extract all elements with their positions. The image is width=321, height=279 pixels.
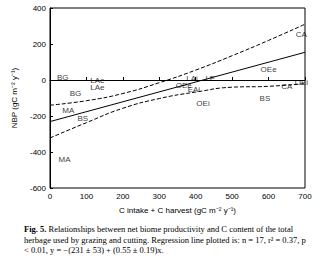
svg-text:BG: BG: [70, 89, 82, 98]
svg-text:OEe: OEe: [175, 80, 192, 90]
html-text:Fig. 5. Relationships between: Fig. 5. Relationships between net biome …: [24, 224, 306, 255]
svg-text:400: 400: [33, 4, 47, 13]
svg-text:600: 600: [262, 192, 276, 201]
svg-text:100: 100: [80, 192, 94, 201]
svg-text:LAe: LAe: [90, 76, 105, 86]
svg-text:700: 700: [298, 192, 312, 201]
svg-text:LAi: LAi: [186, 73, 198, 83]
svg-text:-400: -400: [30, 148, 47, 157]
svg-text:300: 300: [153, 192, 167, 201]
svg-text:-200: -200: [30, 112, 47, 121]
svg-text:MA: MA: [59, 155, 72, 164]
svg-text:EAi: EAi: [187, 85, 201, 95]
svg-text:OEi: OEi: [196, 99, 210, 108]
svg-text:CA: CA: [296, 30, 308, 39]
svg-text:C intake + C harvest (gC m⁻² y: C intake + C harvest (gC m⁻² y⁻¹): [119, 206, 236, 215]
svg-text:BS: BS: [260, 94, 271, 103]
svg-text:LAe: LAe: [90, 83, 105, 92]
svg-text:200: 200: [33, 40, 47, 49]
svg-text:200: 200: [116, 192, 130, 201]
svg-text:BS: BS: [77, 114, 88, 123]
svg-text:0: 0: [42, 76, 47, 85]
svg-text:MA: MA: [62, 106, 75, 115]
svg-text:0: 0: [48, 192, 53, 201]
svg-text:BG: BG: [57, 73, 69, 82]
svg-text:NBP (gC m⁻² y⁻¹): NBP (gC m⁻² y⁻¹): [10, 67, 19, 128]
svg-text:500: 500: [225, 192, 239, 201]
svg-text:CA: CA: [281, 82, 293, 91]
svg-text:-600: -600: [30, 184, 47, 193]
svg-text:OEi: OEi: [295, 78, 309, 87]
svg-text:LE: LE: [205, 73, 216, 83]
svg-text:400: 400: [189, 192, 203, 201]
svg-text:OEe: OEe: [261, 65, 278, 74]
